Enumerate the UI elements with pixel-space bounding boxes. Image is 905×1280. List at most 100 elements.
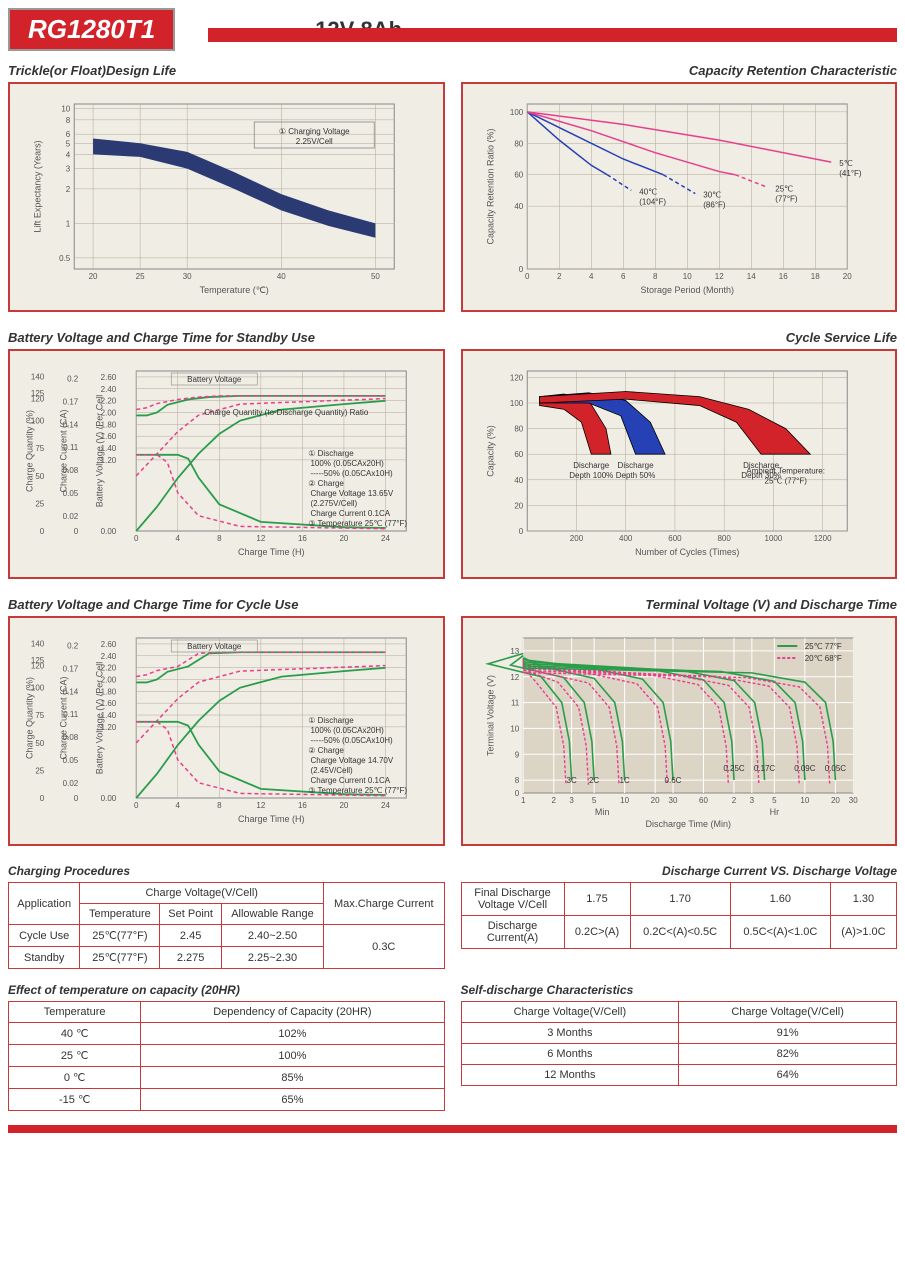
svg-text:8: 8 (66, 116, 71, 125)
chart-title-standby: Battery Voltage and Charge Time for Stan… (8, 330, 445, 345)
svg-text:8: 8 (217, 534, 222, 543)
svg-text:11: 11 (510, 699, 519, 708)
svg-text:1: 1 (521, 796, 526, 805)
temp-capacity-title: Effect of temperature on capacity (20HR) (8, 983, 445, 997)
chart-trickle: 20253040500.5123456810Temperature (℃)Lif… (8, 82, 445, 312)
svg-text:2: 2 (551, 796, 556, 805)
table-row: Cycle Use 25℃(77°F) 2.45 2.40~2.50 0.3C (9, 925, 445, 947)
table-row: 40 ℃102% (9, 1023, 445, 1045)
svg-text:1C: 1C (619, 776, 629, 785)
chart-title-cyclelife: Cycle Service Life (461, 330, 898, 345)
svg-text:Charge Time (H): Charge Time (H) (238, 814, 305, 824)
svg-text:2C: 2C (588, 776, 598, 785)
svg-text:0.17: 0.17 (63, 397, 79, 406)
svg-text:20: 20 (339, 534, 348, 543)
svg-text:12: 12 (714, 272, 723, 281)
svg-text:0: 0 (525, 272, 530, 281)
charging-table-wrap: Charging Procedures Application Charge V… (8, 864, 445, 969)
svg-text:0.2: 0.2 (67, 375, 79, 384)
svg-text:600: 600 (668, 534, 682, 543)
svg-text:0.02: 0.02 (63, 779, 79, 788)
charging-table: Application Charge Voltage(V/Cell) Max.C… (8, 882, 445, 969)
th-ar: Allowable Range (221, 904, 323, 925)
svg-text:Battery Voltage (V) /Per Cell: Battery Voltage (V) /Per Cell (94, 662, 104, 775)
svg-text:DischargeDepth 50%: DischargeDepth 50% (615, 461, 655, 480)
svg-text:0.05C: 0.05C (824, 764, 846, 773)
svg-text:Storage Period (Month): Storage Period (Month) (640, 285, 734, 295)
discharge-vv-title: Discharge Current VS. Discharge Voltage (461, 864, 898, 878)
svg-text:0.2: 0.2 (67, 642, 79, 651)
table-row: 3 Months91% (461, 1023, 897, 1044)
svg-text:0.25C: 0.25C (723, 764, 745, 773)
discharge-vv-table: Final Discharge Voltage V/Cell 1.75 1.70… (461, 882, 898, 949)
svg-text:75: 75 (35, 711, 44, 720)
svg-text:10: 10 (510, 724, 519, 733)
chart-retention: 02468101214161820040608010040℃(104°F)30℃… (461, 82, 898, 312)
svg-text:16: 16 (298, 801, 307, 810)
svg-text:16: 16 (298, 534, 307, 543)
svg-text:0: 0 (518, 265, 523, 274)
svg-text:8: 8 (217, 801, 222, 810)
svg-text:0: 0 (518, 527, 523, 536)
svg-text:Lift Expectancy (Years): Lift Expectancy (Years) (32, 140, 42, 232)
svg-text:0: 0 (74, 794, 79, 803)
model-number: RG1280T1 (8, 8, 175, 51)
svg-text:0.00: 0.00 (101, 794, 117, 803)
temp-capacity-table: TemperatureDependency of Capacity (20HR)… (8, 1001, 445, 1111)
svg-text:30℃(86°F): 30℃(86°F) (703, 191, 726, 210)
svg-text:Temperature (℃): Temperature (℃) (200, 285, 269, 295)
svg-text:8: 8 (514, 776, 519, 785)
svg-text:1200: 1200 (813, 534, 831, 543)
svg-text:0: 0 (134, 801, 139, 810)
svg-text:4: 4 (589, 272, 594, 281)
svg-text:25: 25 (35, 766, 44, 775)
svg-text:Hr: Hr (769, 807, 779, 817)
table-row: 0 ℃85% (9, 1067, 445, 1089)
svg-text:25℃(77°F): 25℃(77°F) (775, 184, 798, 203)
svg-text:40: 40 (277, 272, 286, 281)
svg-text:6: 6 (66, 130, 71, 139)
svg-text:20: 20 (650, 796, 659, 805)
self-discharge-wrap: Self-discharge Characteristics Charge Vo… (461, 983, 898, 1111)
svg-text:4: 4 (66, 150, 71, 159)
table-row: Final Discharge Voltage V/Cell 1.75 1.70… (461, 883, 897, 916)
svg-text:0.17C: 0.17C (753, 764, 775, 773)
chart-terminal: 89101112130123510203060235102030MinHr3C2… (461, 616, 898, 846)
chart-title-trickle: Trickle(or Float)Design Life (8, 63, 445, 78)
svg-text:20: 20 (514, 501, 523, 510)
svg-text:30: 30 (668, 796, 677, 805)
svg-text:Charge Quantity (%): Charge Quantity (%) (24, 410, 34, 492)
svg-text:0.09C: 0.09C (794, 764, 816, 773)
svg-text:0: 0 (40, 527, 45, 536)
svg-text:2: 2 (66, 185, 71, 194)
svg-text:Charge Quantity (%): Charge Quantity (%) (24, 677, 34, 759)
svg-text:5: 5 (772, 796, 777, 805)
svg-text:Battery Voltage (V) /Per Cell: Battery Voltage (V) /Per Cell (94, 395, 104, 508)
discharge-vv-wrap: Discharge Current VS. Discharge Voltage … (461, 864, 898, 969)
table-row: -15 ℃65% (9, 1089, 445, 1111)
svg-text:4: 4 (176, 534, 181, 543)
svg-text:3: 3 (569, 796, 574, 805)
svg-text:4: 4 (176, 801, 181, 810)
svg-text:25: 25 (35, 499, 44, 508)
svg-text:30: 30 (848, 796, 857, 805)
svg-text:24: 24 (381, 801, 390, 810)
svg-text:5: 5 (66, 139, 71, 148)
svg-text:20: 20 (89, 272, 98, 281)
charging-title: Charging Procedures (8, 864, 445, 878)
chart-standby: 04812162024025507510012012514000.020.050… (8, 349, 445, 579)
svg-text:80: 80 (514, 139, 523, 148)
table-row: 12 Months64% (461, 1065, 897, 1086)
svg-text:3: 3 (66, 165, 71, 174)
svg-text:2.60: 2.60 (101, 373, 117, 382)
svg-text:50: 50 (35, 739, 44, 748)
svg-text:Charge Current (CA): Charge Current (CA) (58, 676, 68, 759)
svg-text:0.6C: 0.6C (664, 776, 681, 785)
svg-text:100: 100 (509, 108, 523, 117)
svg-text:1: 1 (66, 219, 71, 228)
self-discharge-title: Self-discharge Characteristics (461, 983, 898, 997)
svg-text:125: 125 (31, 389, 45, 398)
svg-text:80: 80 (514, 425, 523, 434)
svg-text:10: 10 (61, 105, 70, 114)
svg-text:1000: 1000 (764, 534, 782, 543)
